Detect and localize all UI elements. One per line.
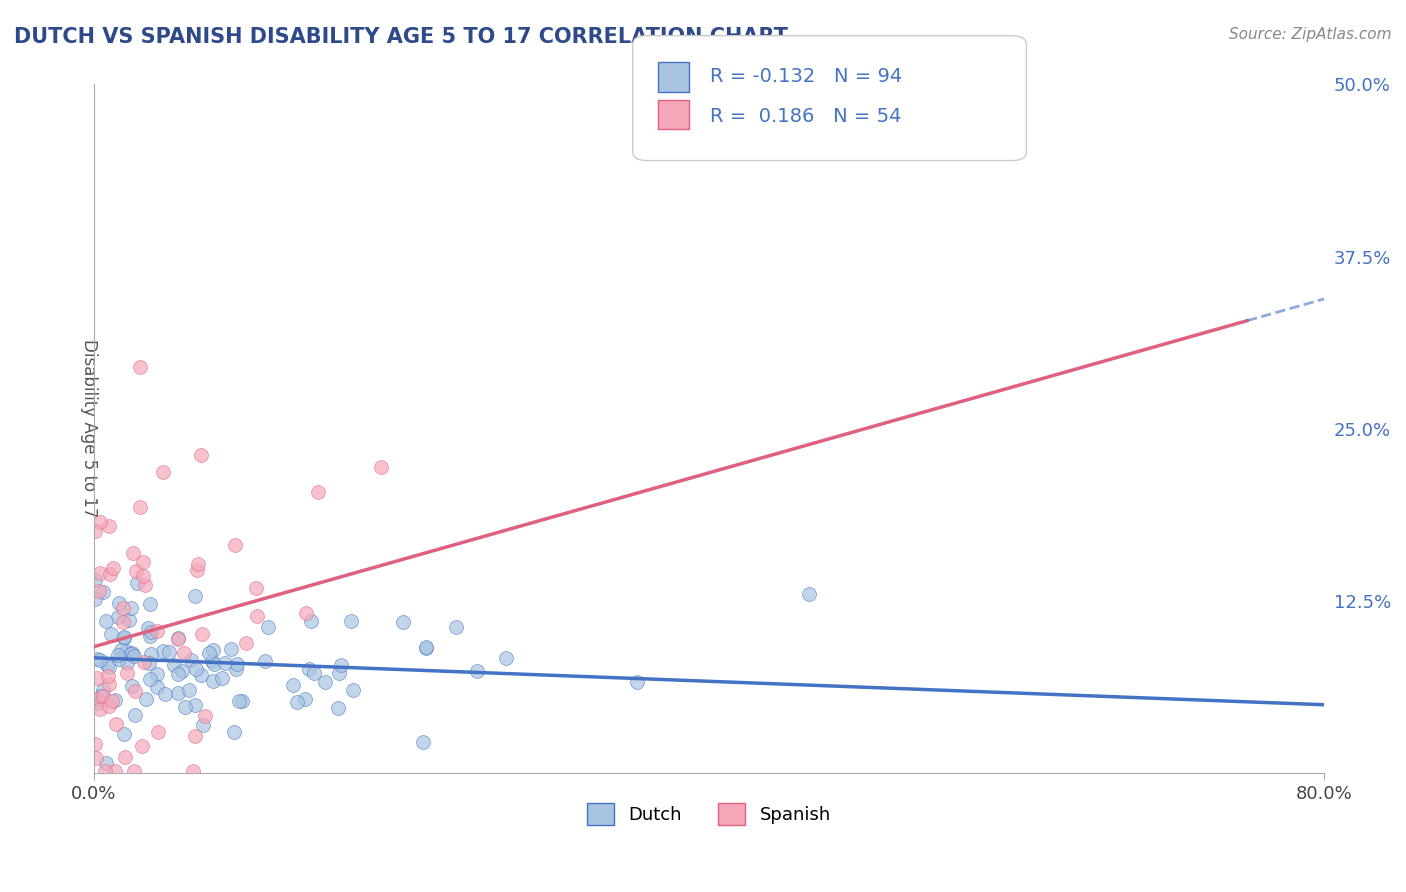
- Text: R =  0.186   N = 54: R = 0.186 N = 54: [710, 107, 901, 126]
- Text: Source: ZipAtlas.com: Source: ZipAtlas.com: [1229, 27, 1392, 42]
- Text: R = -0.132   N = 94: R = -0.132 N = 94: [710, 67, 903, 86]
- Legend: Dutch, Spanish: Dutch, Spanish: [579, 796, 838, 832]
- Text: DUTCH VS SPANISH DISABILITY AGE 5 TO 17 CORRELATION CHART: DUTCH VS SPANISH DISABILITY AGE 5 TO 17 …: [14, 27, 787, 46]
- Y-axis label: Disability Age 5 to 17: Disability Age 5 to 17: [80, 339, 98, 518]
